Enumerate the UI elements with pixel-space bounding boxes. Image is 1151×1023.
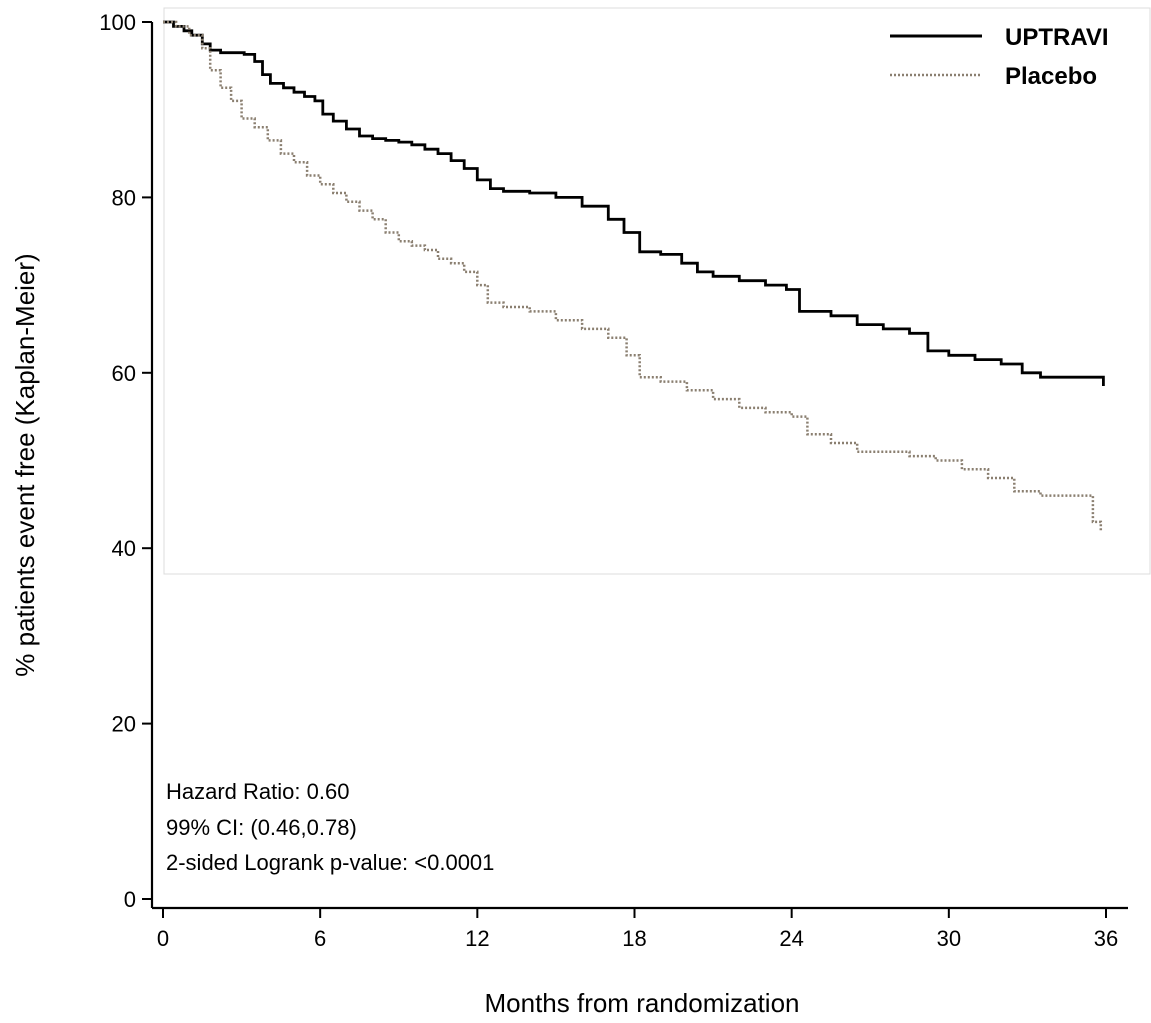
x-tick-label: 6 [314,926,326,951]
legend-label-placebo: Placebo [1005,63,1097,90]
x-tick-label: 24 [779,926,803,951]
y-tick-label: 20 [112,712,136,737]
y-tick-label: 60 [112,361,136,386]
legend-label-uptravi: UPTRAVI [1005,24,1109,51]
y-tick-group: 0 20 40 60 80 100 [99,10,152,912]
y-tick-label: 40 [112,536,136,561]
x-axis-title: Months from randomization [484,988,799,1018]
y-axis-title: % patients event free (Kaplan-Meier) [10,253,40,676]
x-tick-label: 18 [622,926,646,951]
y-tick-label: 100 [99,10,136,35]
y-tick-label: 0 [124,887,136,912]
y-tick-label: 80 [112,185,136,210]
x-tick-label: 36 [1094,926,1118,951]
legend: UPTRAVI Placebo [890,24,1109,90]
logrank-pvalue-text: 2-sided Logrank p-value: <0.0001 [166,850,494,875]
hazard-ratio-text: Hazard Ratio: 0.60 [166,779,349,804]
x-tick-label: 12 [465,926,489,951]
x-tick-label: 30 [937,926,961,951]
statistics-annotation: Hazard Ratio: 0.60 99% CI: (0.46,0.78) 2… [166,779,494,875]
x-tick-group: 0 6 12 18 24 30 36 [157,908,1118,951]
x-tick-label: 0 [157,926,169,951]
series-line-placebo [163,20,1103,531]
series-line-uptravi [163,20,1105,386]
confidence-interval-text: 99% CI: (0.46,0.78) [166,815,357,840]
series-layer [163,20,1105,531]
plot-background-panel [163,7,1151,575]
